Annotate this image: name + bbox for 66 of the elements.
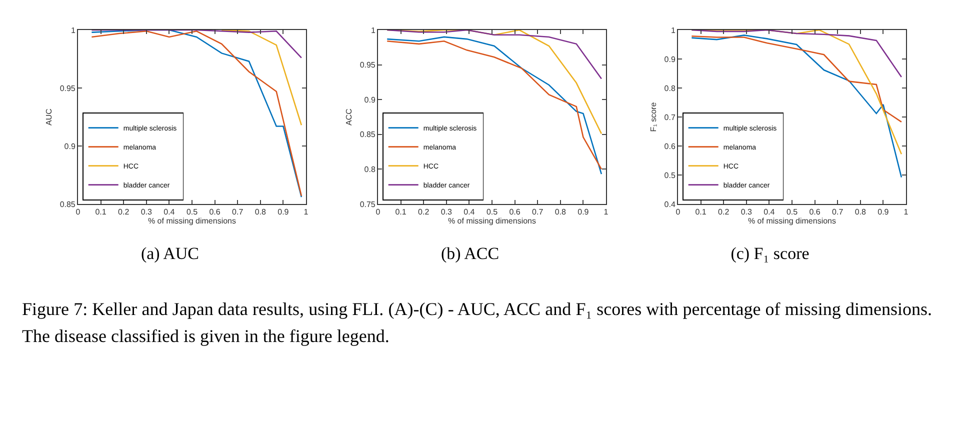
x-tick-label: 0.6 — [509, 208, 521, 217]
y-tick-label: 0.95 — [60, 84, 76, 93]
x-tick-label: 0.8 — [854, 208, 867, 217]
x-tick-label: 0.8 — [554, 208, 567, 217]
y-tick-label: 0.9 — [664, 54, 676, 64]
y-tick-label: 1 — [370, 26, 376, 35]
y-tick-label: 0.9 — [64, 142, 76, 151]
x-axis-title: % of missing dimensions — [748, 216, 836, 226]
x-tick-label: 1 — [904, 208, 909, 217]
x-tick-label: 1 — [604, 208, 609, 217]
x-tick-label: 0.2 — [718, 208, 730, 217]
x-tick-label: 0.4 — [164, 208, 176, 217]
x-tick-label: 0.9 — [878, 208, 890, 217]
y-tick-label: 0.85 — [60, 200, 76, 209]
y-axis-title: F₁ score — [648, 102, 658, 132]
text: (a) AUC — [140, 244, 200, 264]
x-tick-label: 0.1 — [95, 208, 107, 217]
x-tick-label: 0 — [376, 208, 381, 217]
line-series — [691, 35, 902, 123]
x-tick-label: 0.4 — [764, 208, 776, 217]
text: (c) F₁ score — [730, 244, 810, 264]
y-tick-label: 0.95 — [360, 60, 376, 70]
x-tick-label: 0 — [76, 208, 81, 217]
x-tick-label: 0.3 — [440, 208, 453, 217]
x-tick-label: 0.6 — [209, 208, 221, 217]
x-tick-label: 0.3 — [140, 208, 153, 217]
x-tick-label: 0.5 — [486, 208, 498, 217]
x-tick-label: 0.6 — [809, 208, 821, 217]
x-tick-label: 0.7 — [532, 208, 544, 217]
x-tick-label: 0.5 — [186, 208, 198, 217]
y-tick-label: 0.75 — [360, 200, 376, 209]
line-series — [691, 34, 902, 178]
x-tick-label: 0.7 — [232, 208, 244, 217]
y-tick-label: 0.5 — [664, 170, 676, 180]
y-tick-label: 0.85 — [360, 130, 376, 140]
x-tick-label: 0.9 — [278, 208, 290, 217]
y-tick-label: 0.4 — [664, 200, 676, 209]
x-tick-label: 0.8 — [254, 208, 267, 217]
x-axis-title: % of missing dimensions — [448, 216, 536, 226]
x-tick-label: 0.3 — [740, 208, 753, 217]
caption: Figure 7: Keller and Japan data results, using FLI. (A)-(C) - AUC, ACC and F₁ scores with percentage of missing dimensions. The disease classified is given in the figure legend. — [22, 298, 932, 348]
y-tick-label: 0.8 — [364, 165, 376, 174]
y-tick-label: 0.8 — [664, 84, 676, 93]
x-axis-title: % of missing dimensions — [148, 216, 236, 226]
y-axis-title: AUC — [44, 108, 54, 126]
x-tick-label: 0.4 — [464, 208, 476, 217]
x-tick-label: 0.1 — [695, 208, 707, 217]
line-series — [91, 30, 302, 58]
y-tick-label: 1 — [70, 26, 76, 35]
x-tick-label: 0.2 — [418, 208, 430, 217]
x-tick-label: 0.7 — [832, 208, 844, 217]
y-tick-label: 0.9 — [364, 95, 376, 104]
x-tick-label: 0.1 — [395, 208, 407, 217]
text: (b) ACC — [440, 244, 500, 264]
y-tick-label: 0.6 — [664, 142, 676, 151]
y-tick-label: 1 — [670, 26, 676, 35]
x-tick-label: 0.2 — [118, 208, 130, 217]
y-axis-title: ACC — [344, 108, 354, 126]
x-tick-label: 1 — [304, 208, 309, 217]
x-tick-label: 0.9 — [578, 208, 590, 217]
y-tick-label: 0.7 — [664, 112, 676, 122]
line-series — [220, 30, 302, 126]
x-tick-label: 0.5 — [786, 208, 798, 217]
line-series — [691, 30, 902, 78]
x-tick-label: 0 — [676, 208, 681, 217]
line-series — [386, 30, 602, 80]
